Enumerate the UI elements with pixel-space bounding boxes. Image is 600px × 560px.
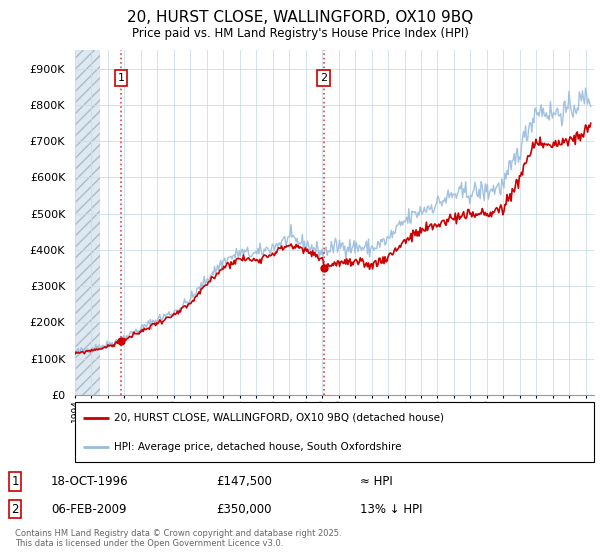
Text: Price paid vs. HM Land Registry's House Price Index (HPI): Price paid vs. HM Land Registry's House … (131, 27, 469, 40)
Text: £147,500: £147,500 (216, 475, 272, 488)
Text: 20, HURST CLOSE, WALLINGFORD, OX10 9BQ: 20, HURST CLOSE, WALLINGFORD, OX10 9BQ (127, 10, 473, 25)
Text: £350,000: £350,000 (216, 503, 271, 516)
Text: ≈ HPI: ≈ HPI (360, 475, 393, 488)
Text: 2: 2 (11, 503, 19, 516)
Text: 20, HURST CLOSE, WALLINGFORD, OX10 9BQ (detached house): 20, HURST CLOSE, WALLINGFORD, OX10 9BQ (… (114, 413, 444, 423)
Text: Contains HM Land Registry data © Crown copyright and database right 2025.
This d: Contains HM Land Registry data © Crown c… (15, 529, 341, 548)
Text: 13% ↓ HPI: 13% ↓ HPI (360, 503, 422, 516)
Text: 1: 1 (11, 475, 19, 488)
Text: 1: 1 (118, 73, 125, 83)
Text: 2: 2 (320, 73, 328, 83)
Bar (75, 50, 100, 395)
Text: HPI: Average price, detached house, South Oxfordshire: HPI: Average price, detached house, Sout… (114, 442, 401, 452)
Text: 18-OCT-1996: 18-OCT-1996 (51, 475, 128, 488)
Text: 06-FEB-2009: 06-FEB-2009 (51, 503, 127, 516)
